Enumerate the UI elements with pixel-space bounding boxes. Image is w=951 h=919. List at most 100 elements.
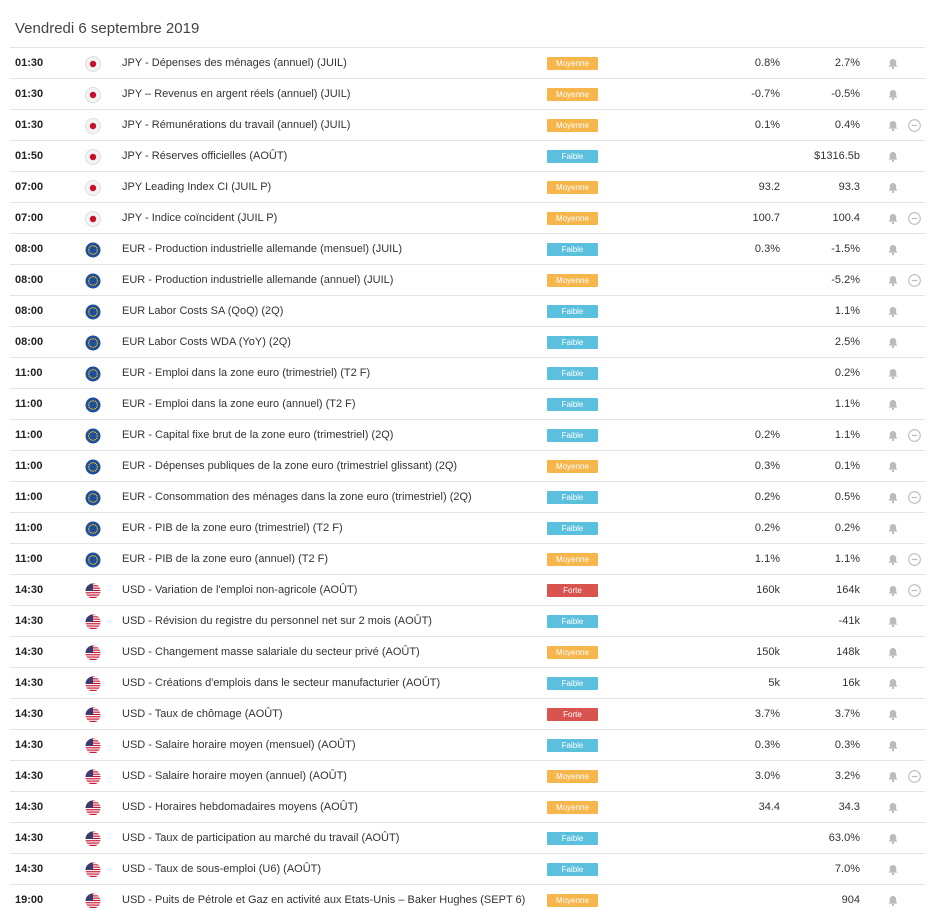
previous-value: 0.2% xyxy=(834,522,860,534)
collapse-button[interactable] xyxy=(908,584,921,597)
forecast-value: 93.2 xyxy=(758,181,780,193)
forecast-value: -0.7% xyxy=(751,88,780,100)
impact-badge: Faible xyxy=(547,243,598,256)
forecast-value: 0.3% xyxy=(754,739,780,751)
alert-bell[interactable] xyxy=(887,275,899,287)
calendar-row: 11:00 EUR - Emploi dans la zone euro (ann… xyxy=(10,388,925,420)
collapse-button[interactable] xyxy=(908,491,921,504)
alert-bell[interactable] xyxy=(887,368,899,380)
alert-bell[interactable] xyxy=(887,58,899,70)
calendar-row: 08:00 EUR Labor Costs WDA (YoY) (2Q) Faibl… xyxy=(10,326,925,358)
collapse-button[interactable] xyxy=(908,770,921,783)
forecast-value: 160k xyxy=(756,584,780,596)
country-flag xyxy=(85,800,101,816)
forecast-value: 3.0% xyxy=(754,770,780,782)
country-flag xyxy=(85,242,101,258)
calendar-row: 08:00 EUR Labor Costs SA (QoQ) (2Q) Faible… xyxy=(10,295,925,327)
impact-badge: Faible xyxy=(547,150,598,163)
alert-bell[interactable] xyxy=(887,151,899,163)
alert-bell[interactable] xyxy=(887,523,899,535)
alert-bell[interactable] xyxy=(887,740,899,752)
alert-bell[interactable] xyxy=(887,492,899,504)
previous-value: 3.7% xyxy=(834,708,860,720)
event-name: USD - Taux de participation au marché du… xyxy=(122,832,400,844)
impact-badge: Faible xyxy=(547,429,598,442)
previous-value: 1.1% xyxy=(834,429,860,441)
event-name: EUR - Production industrielle allemande … xyxy=(122,274,394,286)
alert-bell[interactable] xyxy=(887,895,899,907)
event-time: 14:30 xyxy=(15,770,44,782)
event-time: 01:30 xyxy=(15,57,44,69)
alert-bell[interactable] xyxy=(887,461,899,473)
event-name: USD - Taux de sous-emploi (U6) (AOÛT) xyxy=(122,863,322,875)
previous-value: 100.4 xyxy=(832,212,860,224)
calendar-row: 11:00 EUR - Emploi dans la zone euro (tri… xyxy=(10,357,925,389)
event-time: 01:30 xyxy=(15,119,44,131)
collapse-button[interactable] xyxy=(908,212,921,225)
previous-value: 63.0% xyxy=(828,832,860,844)
calendar-row: 01:50 JPY - Réserves officielles (AOÛT) Fa… xyxy=(10,140,925,172)
country-flag xyxy=(85,521,101,537)
impact-badge: Forte xyxy=(547,708,598,721)
event-time: 14:30 xyxy=(15,708,44,720)
impact-badge: Moyenne xyxy=(547,274,598,287)
country-flag xyxy=(85,490,101,506)
alert-bell[interactable] xyxy=(887,244,899,256)
calendar-row: 11:00 EUR - Dépenses publiques de la zone… xyxy=(10,450,925,482)
impact-badge: Moyenne xyxy=(547,460,598,473)
alert-bell[interactable] xyxy=(887,399,899,411)
impact-badge: Moyenne xyxy=(547,770,598,783)
alert-bell[interactable] xyxy=(887,678,899,690)
calendar-row: 08:00 EUR - Production industrielle allem… xyxy=(10,264,925,296)
collapse-button[interactable] xyxy=(908,119,921,132)
event-time: 11:00 xyxy=(15,398,43,410)
forecast-value: 0.2% xyxy=(754,491,780,503)
calendar-row: 14:30 USD - Taux de sous-emploi (U6) (AOÛ… xyxy=(10,853,925,885)
alert-bell[interactable] xyxy=(887,771,899,783)
previous-value: 0.1% xyxy=(834,460,860,472)
previous-value: 1.1% xyxy=(834,305,860,317)
calendar-row: 11:00 EUR - PIB de la zone euro (annuel) … xyxy=(10,543,925,575)
calendar-row: 14:30 USD - Changement masse salariale du… xyxy=(10,636,925,668)
previous-value: 0.2% xyxy=(834,367,860,379)
previous-value: 0.4% xyxy=(834,119,860,131)
event-time: 11:00 xyxy=(15,429,43,441)
country-flag xyxy=(85,335,101,351)
alert-bell[interactable] xyxy=(887,864,899,876)
alert-bell[interactable] xyxy=(887,647,899,659)
alert-bell[interactable] xyxy=(887,182,899,194)
event-name: EUR Labor Costs SA (QoQ) (2Q) xyxy=(122,305,284,317)
alert-bell[interactable] xyxy=(887,306,899,318)
event-time: 11:00 xyxy=(15,491,43,503)
alert-bell[interactable] xyxy=(887,585,899,597)
alert-bell[interactable] xyxy=(887,802,899,814)
calendar-row: 07:00 JPY - Indice coïncident (JUIL P) Moy… xyxy=(10,202,925,234)
previous-value: -5.2% xyxy=(831,274,860,286)
alert-bell[interactable] xyxy=(887,616,899,628)
collapse-button[interactable] xyxy=(908,274,921,287)
alert-bell[interactable] xyxy=(887,430,899,442)
event-name: EUR - Dépenses publiques de la zone euro… xyxy=(122,460,458,472)
country-flag xyxy=(85,118,101,134)
previous-value: -1.5% xyxy=(831,243,860,255)
impact-badge: Faible xyxy=(547,305,598,318)
collapse-button[interactable] xyxy=(908,429,921,442)
alert-bell[interactable] xyxy=(887,554,899,566)
alert-bell[interactable] xyxy=(887,337,899,349)
alert-bell[interactable] xyxy=(887,89,899,101)
calendar-row: 14:30 USD - Créations d'emplois dans le s… xyxy=(10,667,925,699)
alert-bell[interactable] xyxy=(887,709,899,721)
date-title: Vendredi 6 septembre 2019 xyxy=(15,20,200,37)
country-flag xyxy=(85,459,101,475)
previous-value: 0.3% xyxy=(834,739,860,751)
alert-bell[interactable] xyxy=(887,213,899,225)
calendar-row: 07:00 JPY Leading Index CI (JUIL P) Moyenn… xyxy=(10,171,925,203)
alert-bell[interactable] xyxy=(887,120,899,132)
country-flag xyxy=(85,149,101,165)
event-time: 14:30 xyxy=(15,646,44,658)
event-name: USD - Puits de Pétrole et Gaz en activit… xyxy=(122,894,526,906)
country-flag xyxy=(85,862,101,878)
collapse-button[interactable] xyxy=(908,553,921,566)
alert-bell[interactable] xyxy=(887,833,899,845)
event-time: 01:50 xyxy=(15,150,44,162)
